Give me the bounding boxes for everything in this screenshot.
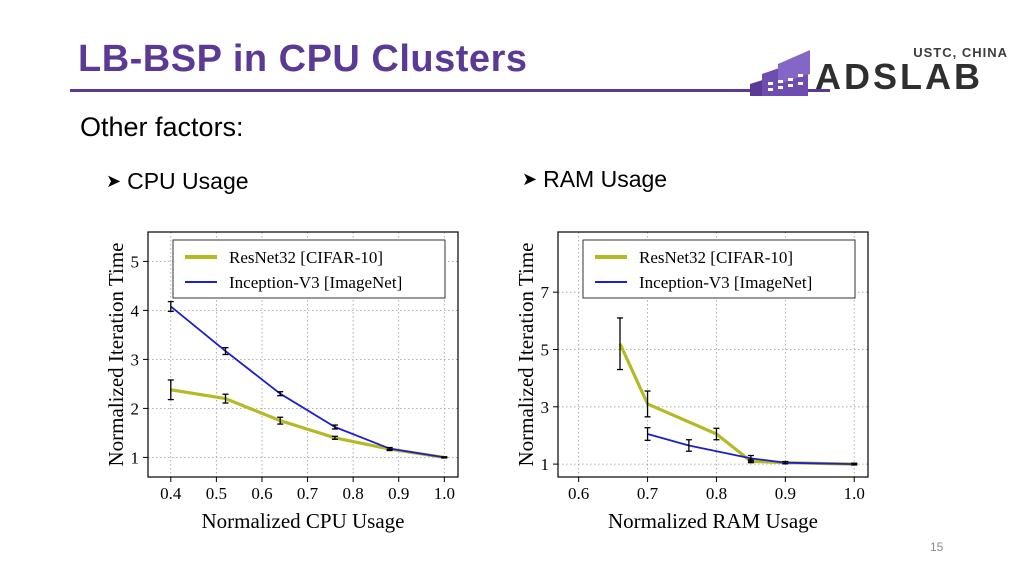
y-axis-label: Normalized Iteration Time [104,243,128,467]
y-tick-label: 1 [131,448,140,467]
y-tick-label: 2 [131,399,140,418]
x-axis-label: Normalized CPU Usage [202,509,405,533]
y-tick-label: 4 [131,301,140,320]
page-number: 15 [930,540,944,554]
x-tick-label: 0.9 [775,484,796,503]
slide-title: LB-BSP in CPU Clusters [78,38,528,80]
series-resnet32 [167,379,448,459]
y-tick-label: 3 [131,350,140,369]
y-tick-label: 3 [541,398,550,417]
y-tick-label: 7 [541,283,550,302]
y-axis-label: Normalized Iteration Time [514,243,538,467]
legend-label: Inception-V3 [ImageNet] [229,273,402,292]
logo-subtext: USTC, CHINA [913,45,1008,60]
x-tick-label: 0.8 [343,484,364,503]
legend: ResNet32 [CIFAR-10] Inception-V3 [ImageNe… [582,239,856,299]
x-tick-label: 0.7 [297,484,319,503]
title-underline [70,89,830,92]
x-tick-label: 0.8 [706,484,727,503]
x-axis-label: Normalized RAM Usage [608,509,818,533]
legend-label: Inception-V3 [ImageNet] [639,273,812,292]
x-tick-label: 0.7 [637,484,659,503]
series-line [170,305,445,459]
arrow-bullet-icon: ➤ [522,169,538,189]
x-tick-label: 1.0 [844,484,865,503]
legend-box [172,239,446,299]
y-tick-label: 1 [541,455,550,474]
x-tick-label: 0.9 [388,484,409,503]
logo-text: ADSLAB [815,56,983,97]
arrow-bullet-icon: ➤ [106,171,122,191]
legend-label: ResNet32 [CIFAR-10] [639,248,793,267]
bullet-ram-usage: ➤ RAM Usage [522,166,667,193]
legend-box [582,239,856,299]
bullet-label: CPU Usage [127,168,249,194]
y-tick-label: 5 [541,340,550,359]
legend: ResNet32 [CIFAR-10] Inception-V3 [ImageNe… [172,239,446,299]
x-tick-label: 0.4 [160,484,182,503]
bullet-label: RAM Usage [543,166,668,192]
plot-frame [557,231,869,478]
x-tick-label: 1.0 [434,484,455,503]
series-resnet32 [617,317,858,466]
series-inception-v3 [644,427,858,466]
plot-frame [147,231,459,478]
y-tick-label: 5 [131,252,140,271]
x-tick-label: 0.5 [206,484,227,503]
legend-label: ResNet32 [CIFAR-10] [229,248,383,267]
x-tick-label: 0.6 [251,484,272,503]
cpu-usage-chart: 0.4 0.5 0.6 0.7 0.8 0.9 1.0 1 2 3 4 5 Normalized CPU… [104,231,459,533]
bullet-cpu-usage: ➤ CPU Usage [106,168,249,195]
series-line [618,343,855,466]
series-inception-v3 [167,300,448,459]
ram-usage-chart: 0.6 0.7 0.8 0.9 1.0 1 3 5 7 Normalized RAM Usage N… [514,231,869,533]
building-logo-icon [750,50,810,96]
slide-subtitle: Other factors: [80,112,244,142]
x-tick-label: 0.6 [568,484,589,503]
series-line [170,388,445,459]
